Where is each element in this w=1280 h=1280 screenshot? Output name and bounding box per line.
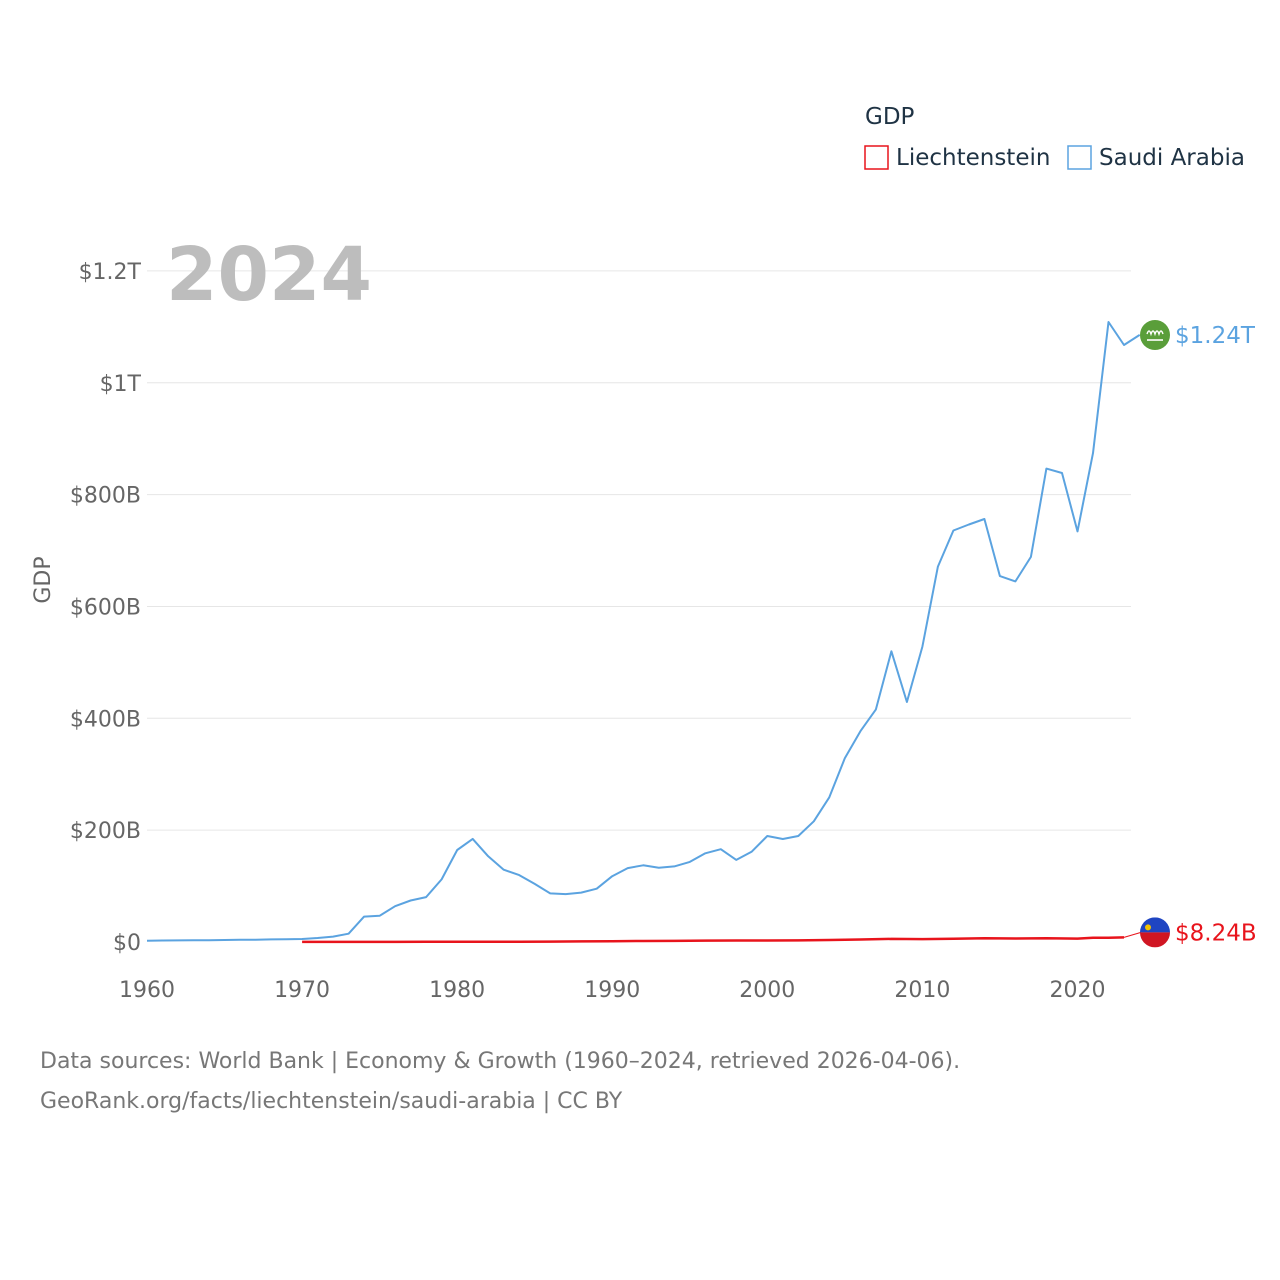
legend-swatch-saudi-arabia[interactable] bbox=[1067, 145, 1092, 170]
liechtenstein-flag-icon bbox=[1140, 917, 1170, 948]
x-tick-label: 2020 bbox=[1049, 978, 1105, 1003]
y-tick-label: $600B bbox=[70, 595, 141, 620]
series-line-saudi-arabia[interactable] bbox=[146, 321, 1141, 942]
y-tick-label: $0 bbox=[113, 931, 141, 956]
legend-label-liechtenstein[interactable]: Liechtenstein bbox=[896, 145, 1050, 171]
source-line-2: GeoRank.org/facts/liechtenstein/saudi-ar… bbox=[40, 1089, 623, 1114]
y-tick-label: $200B bbox=[70, 819, 141, 844]
series-lines bbox=[146, 321, 1141, 944]
y-tick-label: $400B bbox=[70, 707, 141, 732]
y-tick-label: $1.2T bbox=[79, 260, 142, 285]
end-markers: $8.24B $1.24T bbox=[1123, 320, 1257, 948]
source-note: Data sources: World Bank | Economy & Gro… bbox=[40, 1042, 1240, 1122]
x-tick-label: 2000 bbox=[739, 978, 795, 1003]
legend-title: GDP bbox=[865, 104, 915, 130]
y-axis-title: GDP bbox=[31, 556, 56, 603]
x-axis-labels: 1960 1970 1980 1990 2000 2010 2020 bbox=[119, 978, 1105, 1003]
legend-swatch-liechtenstein[interactable] bbox=[864, 145, 889, 170]
x-tick-label: 1980 bbox=[429, 978, 485, 1003]
y-tick-label: $1T bbox=[100, 372, 142, 397]
y-tick-label: $800B bbox=[70, 484, 141, 509]
saudi-arabia-flag-icon bbox=[1140, 320, 1170, 351]
legend: GDP Liechtenstein Saudi Arabia bbox=[864, 104, 1245, 171]
x-tick-label: 1970 bbox=[274, 978, 330, 1003]
x-tick-label: 1990 bbox=[584, 978, 640, 1003]
end-connector-liechtenstein bbox=[1123, 931, 1142, 938]
x-tick-label: 1960 bbox=[119, 978, 175, 1003]
year-label: 2024 bbox=[166, 232, 372, 318]
series-line-liechtenstein[interactable] bbox=[302, 936, 1125, 944]
gridlines bbox=[147, 270, 1131, 831]
source-line-1: Data sources: World Bank | Economy & Gro… bbox=[40, 1049, 961, 1074]
x-tick-label: 2010 bbox=[894, 978, 950, 1003]
legend-label-saudi-arabia[interactable]: Saudi Arabia bbox=[1099, 145, 1245, 171]
y-axis-labels: $0 $200B $400B $600B $800B $1T $1.2T bbox=[70, 260, 142, 956]
end-label-saudi-arabia: $1.24T bbox=[1175, 323, 1256, 349]
end-label-liechtenstein: $8.24B bbox=[1175, 920, 1257, 946]
